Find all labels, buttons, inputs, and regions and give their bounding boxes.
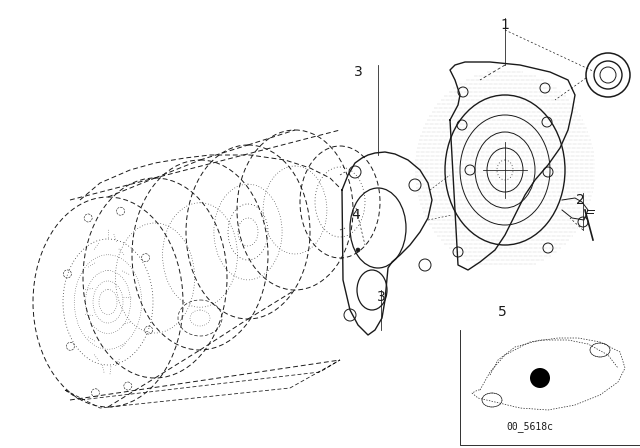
Text: 2: 2 [575,193,584,207]
Text: 3: 3 [354,65,362,79]
Text: 3: 3 [376,290,385,304]
Text: 5: 5 [498,305,506,319]
Circle shape [356,248,360,252]
Text: 4: 4 [351,208,360,222]
Text: 1: 1 [500,18,509,32]
Text: 00_5618c: 00_5618c [506,421,554,432]
Circle shape [530,368,550,388]
